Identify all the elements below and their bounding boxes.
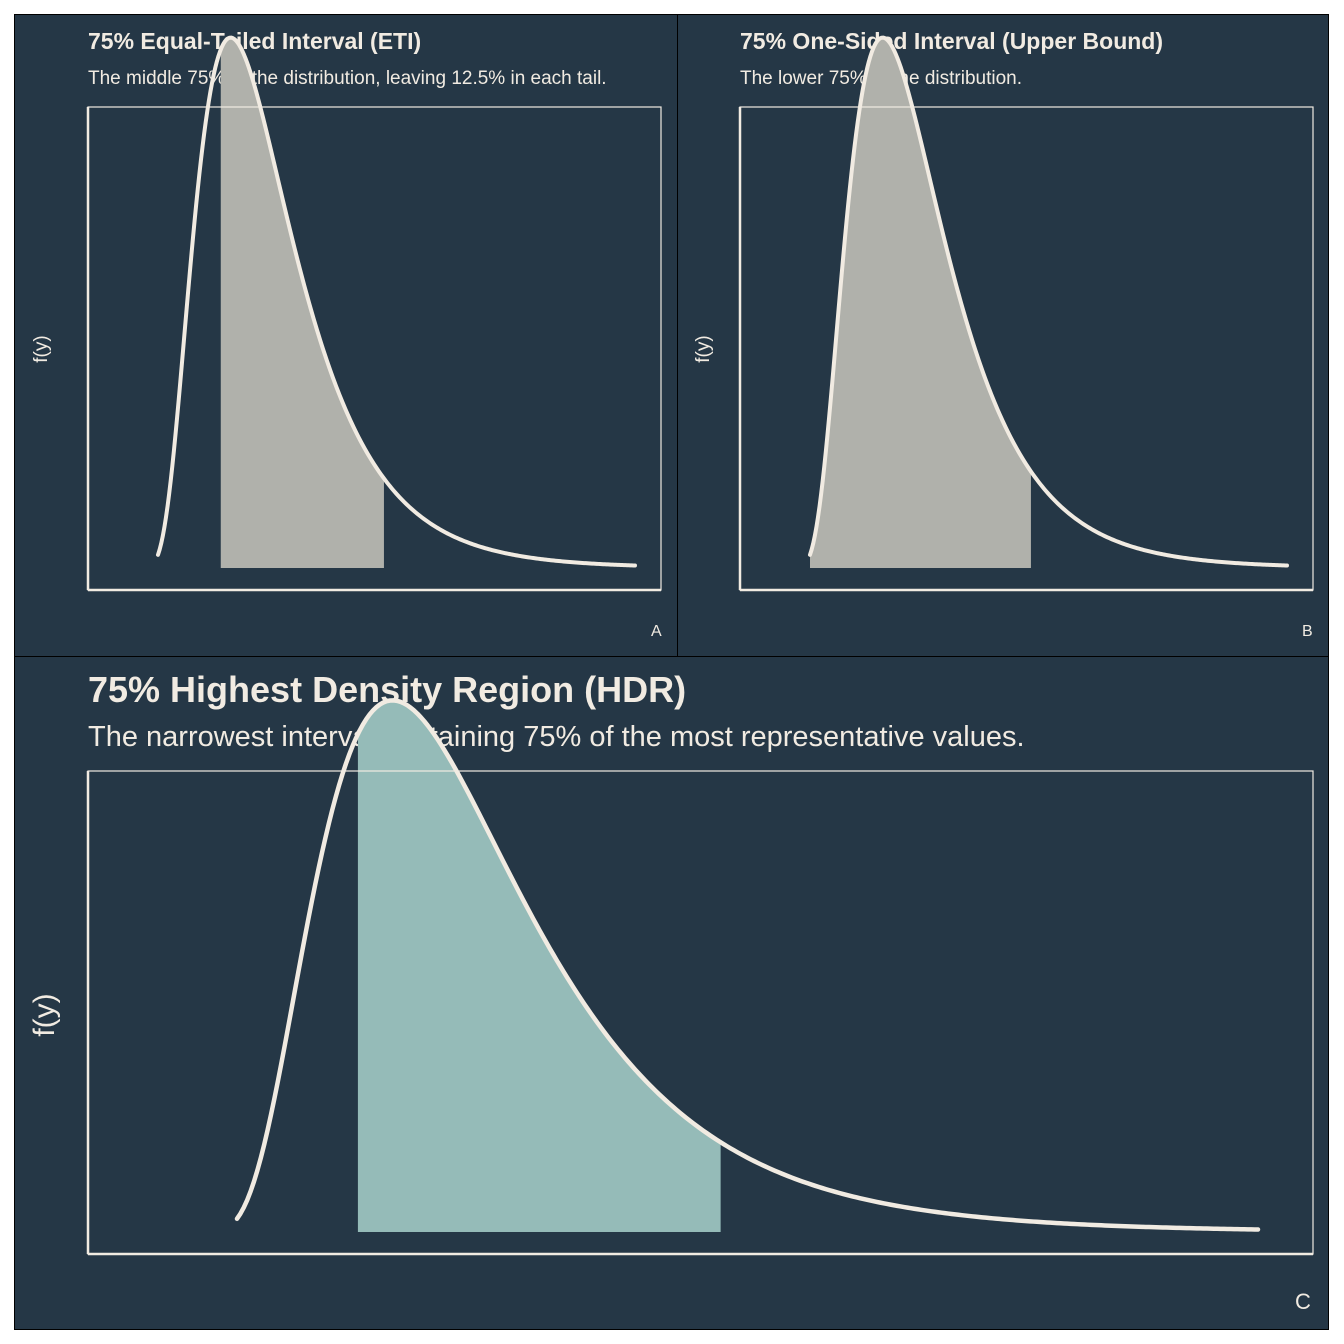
panel-c-tag: C <box>1295 1289 1311 1314</box>
panel-b: 75% One-Sided Interval (Upper Bound) The… <box>677 14 1329 657</box>
panel-b-plot <box>738 35 1314 592</box>
panel-c-density-curve <box>234 698 1261 1232</box>
panel-c: 75% Highest Density Region (HDR) The nar… <box>14 656 1329 1330</box>
panel-a-tag: A <box>651 623 662 640</box>
panel-a-title: 75% Equal-Tailed Interval (ETI) <box>88 28 422 54</box>
panel-b-shaded-interval <box>810 37 1031 569</box>
panel-a-plot <box>86 35 662 592</box>
panel-b-density-curve <box>808 35 1289 568</box>
panel-a-subtitle: The middle 75% of the distribution, leav… <box>88 68 607 89</box>
panel-a: 75% Equal-Tailed Interval (ETI) The midd… <box>14 14 678 657</box>
panel-b-tag: B <box>1302 623 1313 640</box>
panel-a-shaded-interval <box>220 37 384 569</box>
panel-c-plot <box>86 698 1314 1256</box>
panel-a-density-curve <box>156 35 637 568</box>
panel-c-subtitle: The narrowest interval containing 75% of… <box>88 721 1025 753</box>
panel-c-shaded-interval <box>357 700 721 1232</box>
panel-b-title: 75% One-Sided Interval (Upper Bound) <box>740 28 1163 54</box>
